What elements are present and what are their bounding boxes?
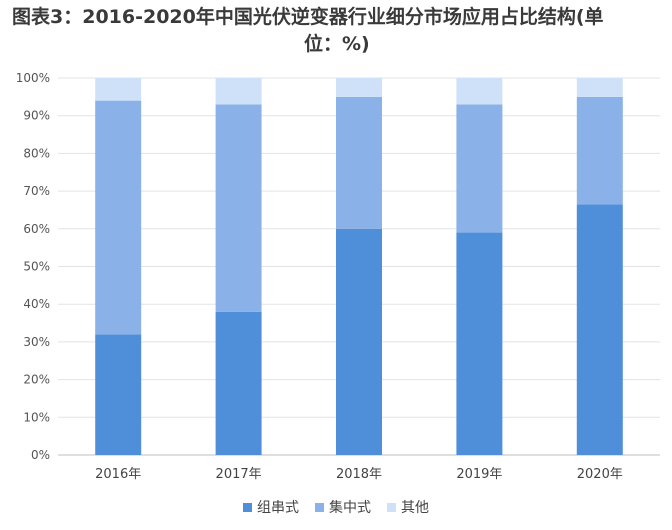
y-tick-label: 50% <box>23 260 50 274</box>
bar-segment-3 <box>456 78 503 105</box>
y-tick-label: 10% <box>23 410 50 424</box>
x-tick-label: 2017年 <box>216 467 262 482</box>
x-tick-label: 2020年 <box>577 467 623 482</box>
bar-segment-2 <box>336 96 382 229</box>
x-tick-label: 2019年 <box>456 467 502 482</box>
bar-segment-1 <box>456 232 503 455</box>
y-tick-label: 100% <box>16 71 50 85</box>
y-tick-label: 0% <box>31 448 50 462</box>
legend-swatch <box>315 502 324 512</box>
y-tick-label: 90% <box>23 109 50 123</box>
bar-segment-2 <box>95 100 142 335</box>
legend-label: 集中式 <box>329 500 371 516</box>
legend-item: 组串式 <box>243 497 299 517</box>
y-tick-label: 30% <box>23 335 50 349</box>
bar-segment-2 <box>576 96 623 205</box>
bar-segment-3 <box>576 78 623 97</box>
bar-segment-3 <box>336 78 382 97</box>
y-tick-label: 80% <box>23 146 50 160</box>
y-tick-label: 20% <box>23 373 50 387</box>
bar-segment-3 <box>95 78 142 101</box>
legend-swatch <box>243 502 252 512</box>
legend-item: 集中式 <box>315 497 371 517</box>
legend-item: 其他 <box>387 497 429 517</box>
y-tick-label: 60% <box>23 222 50 236</box>
legend-label: 其他 <box>401 500 429 516</box>
y-tick-label: 70% <box>23 184 50 198</box>
x-tick-label: 2018年 <box>336 467 382 482</box>
chart-title: 图表3：2016-2020年中国光伏逆变器行业细分市场应用占比结构(单 位：%) <box>12 4 662 58</box>
legend-label: 组串式 <box>257 500 299 516</box>
bar-segment-1 <box>215 311 262 455</box>
bar-segment-3 <box>215 78 262 105</box>
bar-segment-1 <box>336 228 382 455</box>
legend-swatch <box>387 502 396 512</box>
x-tick-label: 2016年 <box>95 467 141 482</box>
y-tick-label: 40% <box>23 297 50 311</box>
bar-segment-1 <box>576 204 623 455</box>
chart-title-line-2: 位：%) <box>304 33 370 55</box>
bar-segment-2 <box>456 104 503 233</box>
bar-segment-1 <box>95 334 142 455</box>
chart-title-line-1: 图表3：2016-2020年中国光伏逆变器行业细分市场应用占比结构(单 <box>12 6 604 28</box>
chart-legend: 组串式 集中式 其他 <box>0 497 672 517</box>
bar-segment-2 <box>215 104 262 312</box>
